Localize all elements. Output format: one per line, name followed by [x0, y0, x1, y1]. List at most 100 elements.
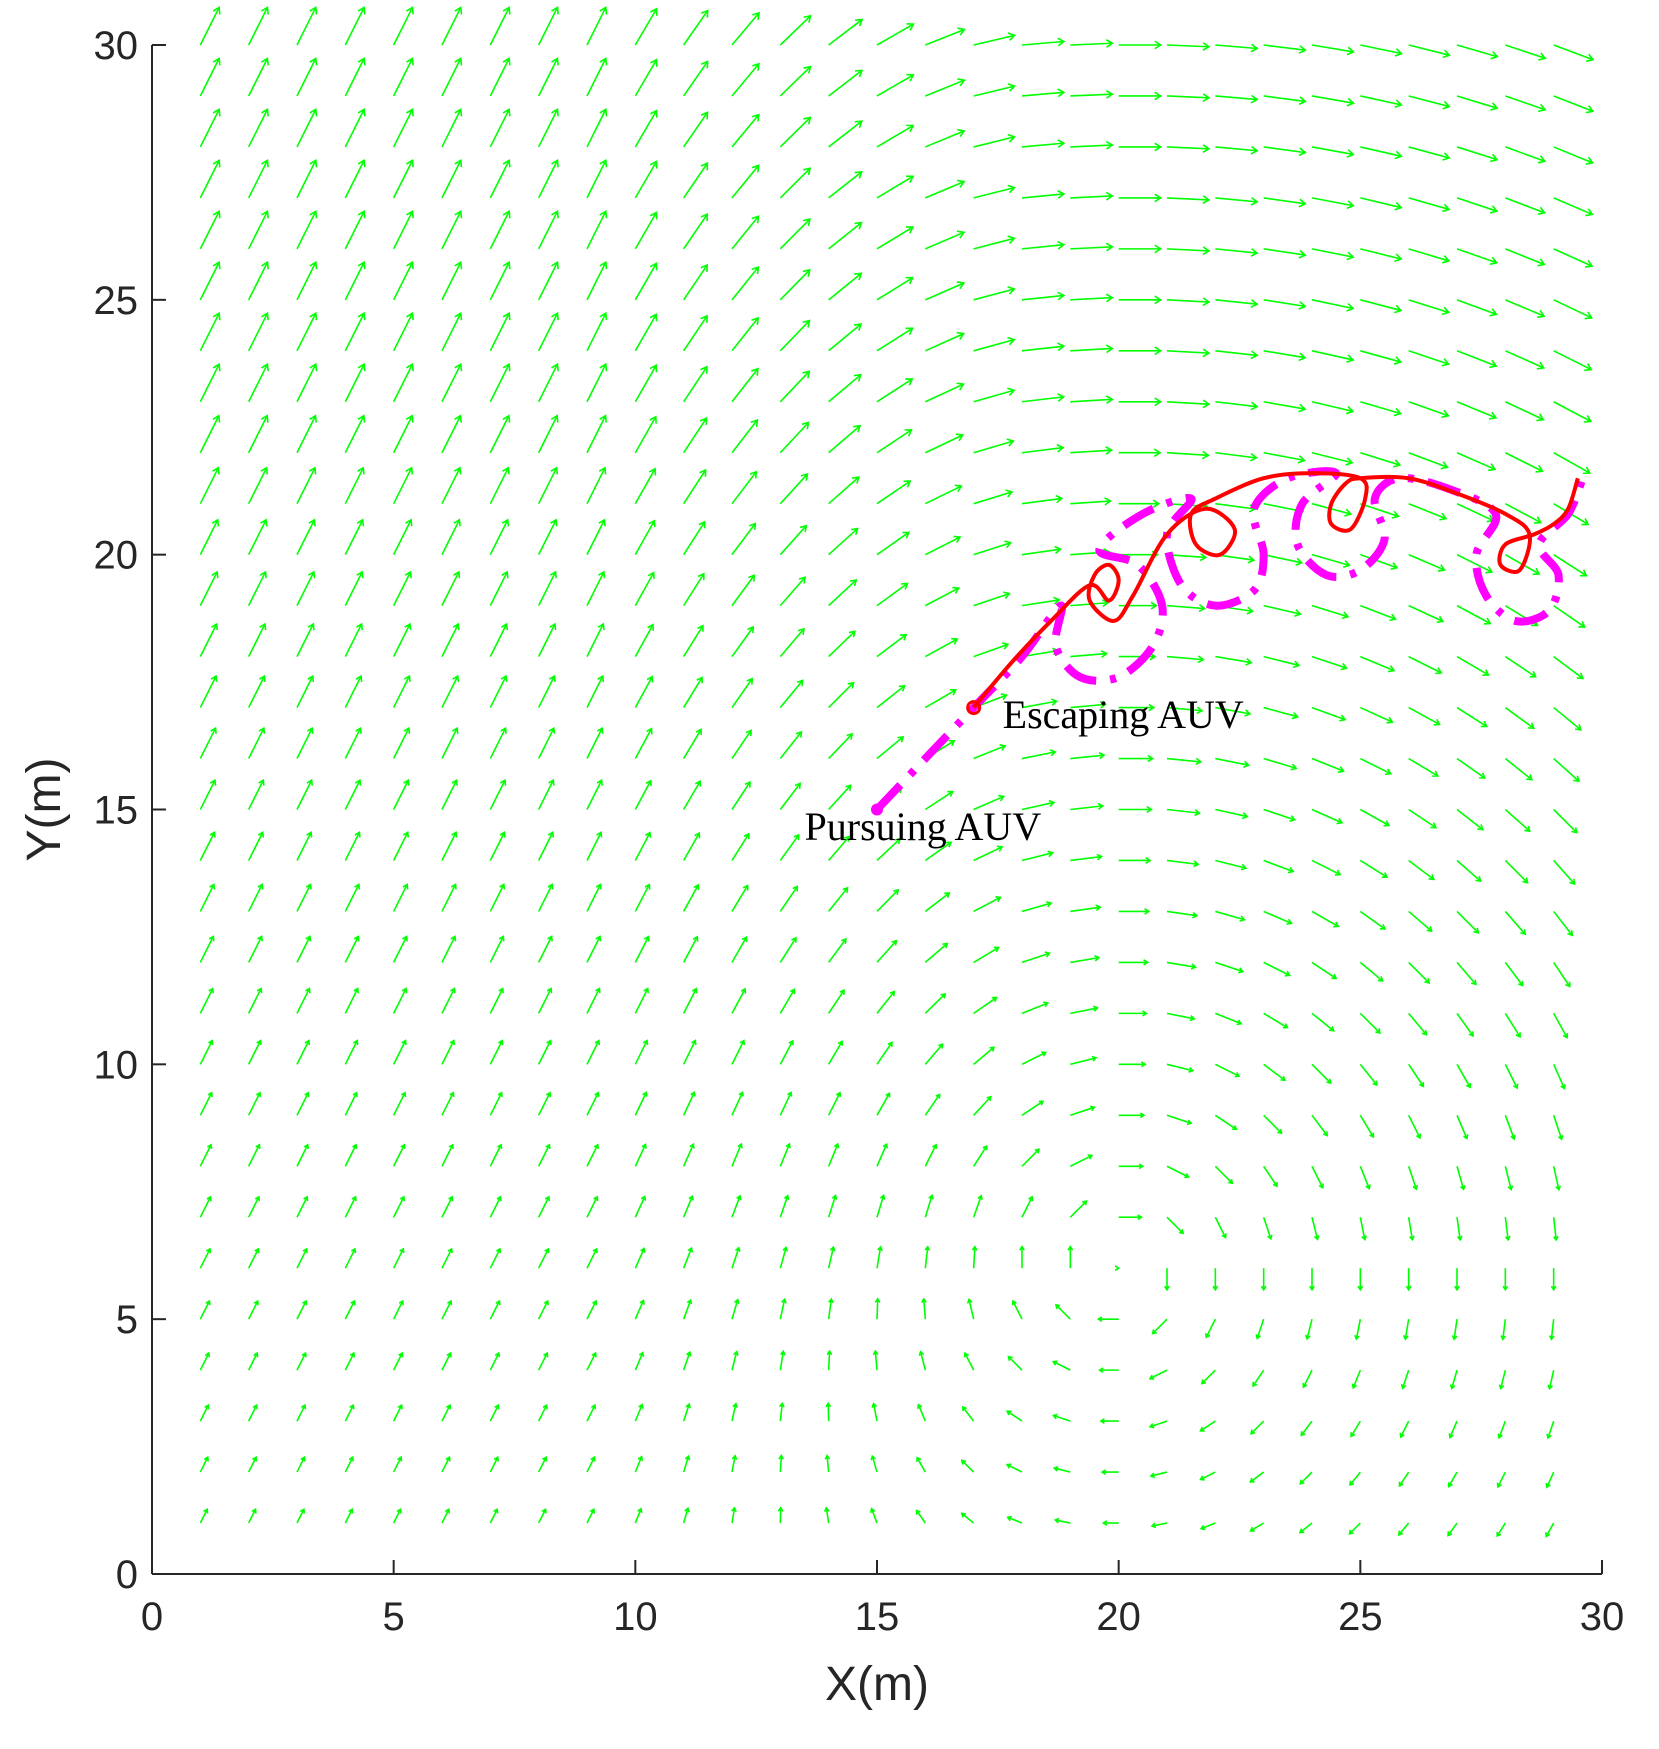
- field-arrow: [876, 480, 912, 505]
- field-arrow: [1359, 961, 1384, 982]
- field-arrow: [731, 1298, 740, 1320]
- field-arrow: [824, 1454, 831, 1473]
- field-arrow: [1166, 246, 1211, 256]
- field-arrow: [1263, 859, 1295, 874]
- field-arrow: [1408, 910, 1433, 933]
- field-arrow: [296, 466, 317, 505]
- field-arrow: [489, 414, 511, 454]
- field-arrow: [973, 83, 1016, 97]
- field-arrow: [731, 470, 758, 505]
- field-arrow: [1456, 401, 1498, 420]
- field-arrow: [1099, 1418, 1119, 1425]
- field-arrow: [344, 414, 366, 454]
- field-arrow: [1360, 350, 1403, 365]
- field-arrow: [1553, 95, 1595, 114]
- field-arrow: [1166, 859, 1200, 868]
- x-tick-label: 15: [855, 1595, 900, 1639]
- field-arrow: [1215, 706, 1252, 717]
- field-arrow: [344, 260, 366, 301]
- field-arrow: [1552, 1166, 1562, 1192]
- field-arrow: [779, 576, 807, 607]
- field-arrow: [1505, 350, 1546, 370]
- field-arrow: [1553, 961, 1571, 988]
- y-tick-label: 20: [94, 534, 139, 578]
- field-arrow: [1397, 1522, 1410, 1536]
- field-arrow: [586, 1247, 598, 1269]
- field-arrow: [1447, 1522, 1458, 1537]
- field-arrow: [1456, 961, 1477, 986]
- field-arrow: [960, 1459, 975, 1473]
- field-arrow: [247, 935, 263, 963]
- field-arrow: [199, 726, 217, 759]
- field-arrow: [1019, 1245, 1025, 1269]
- field-arrow: [199, 414, 221, 454]
- field-arrow: [441, 1091, 455, 1116]
- field-arrow: [247, 1143, 261, 1167]
- field-arrow: [876, 633, 908, 658]
- field-arrow: [634, 831, 652, 861]
- field-arrow: [1311, 553, 1351, 568]
- field-arrow: [1262, 1216, 1273, 1241]
- field-arrow: [344, 362, 366, 403]
- vector-field: [199, 6, 1595, 1538]
- field-arrow: [1215, 808, 1249, 820]
- field-arrow: [392, 778, 410, 810]
- field-arrow: [731, 574, 756, 607]
- field-arrow: [1448, 1420, 1458, 1439]
- field-arrow: [1547, 1369, 1555, 1391]
- field-arrow: [963, 1351, 975, 1371]
- field-arrow: [1101, 1520, 1119, 1526]
- field-arrow: [344, 108, 366, 148]
- field-arrow: [924, 382, 965, 403]
- field-arrow: [441, 57, 463, 97]
- field-arrow: [1263, 44, 1307, 54]
- field-arrow: [537, 362, 559, 403]
- field-arrow: [1311, 655, 1348, 671]
- field-arrow: [1359, 1114, 1375, 1139]
- field-arrow: [1359, 859, 1389, 878]
- field-arrow: [1118, 1163, 1145, 1170]
- field-arrow: [1311, 706, 1347, 722]
- field-arrow: [1405, 1268, 1412, 1292]
- field-arrow: [1263, 604, 1302, 617]
- field-arrow: [489, 518, 510, 556]
- field-arrow: [1408, 248, 1451, 264]
- field-arrow: [1359, 757, 1393, 776]
- field-arrow: [925, 331, 966, 352]
- field-arrow: [779, 988, 796, 1014]
- field-arrow: [1205, 1318, 1217, 1339]
- field-arrow: [344, 311, 366, 352]
- field-arrow: [586, 1403, 597, 1422]
- field-arrow: [1553, 350, 1593, 372]
- field-arrow: [489, 57, 511, 97]
- field-arrow: [441, 1507, 451, 1524]
- field-arrow: [683, 263, 709, 301]
- field-arrow: [871, 1402, 878, 1422]
- field-arrow: [441, 622, 460, 657]
- field-arrow: [489, 1091, 503, 1116]
- field-arrow: [1070, 904, 1102, 913]
- field-arrow: [1553, 401, 1593, 423]
- field-arrow: [489, 883, 506, 912]
- field-arrow: [731, 677, 754, 709]
- field-arrow: [1354, 1319, 1362, 1341]
- field-arrow: [634, 58, 658, 97]
- x-tick-label: 30: [1580, 1595, 1625, 1639]
- field-arrow: [1456, 146, 1499, 163]
- field-arrow: [344, 158, 366, 199]
- field-arrow: [876, 735, 905, 760]
- field-arrow: [1456, 808, 1484, 831]
- field-arrow: [1504, 1115, 1516, 1141]
- field-arrow: [537, 6, 559, 46]
- field-arrow: [924, 841, 953, 862]
- field-arrow: [1070, 802, 1105, 811]
- field-arrow: [296, 362, 318, 403]
- field-arrow: [1456, 350, 1498, 369]
- field-arrow: [199, 1143, 213, 1167]
- field-arrow: [199, 1299, 211, 1320]
- field-arrow: [1548, 1319, 1555, 1341]
- field-arrow: [199, 935, 215, 963]
- field-arrow: [489, 158, 511, 199]
- field-arrow: [1496, 1471, 1507, 1489]
- field-arrow: [247, 987, 263, 1014]
